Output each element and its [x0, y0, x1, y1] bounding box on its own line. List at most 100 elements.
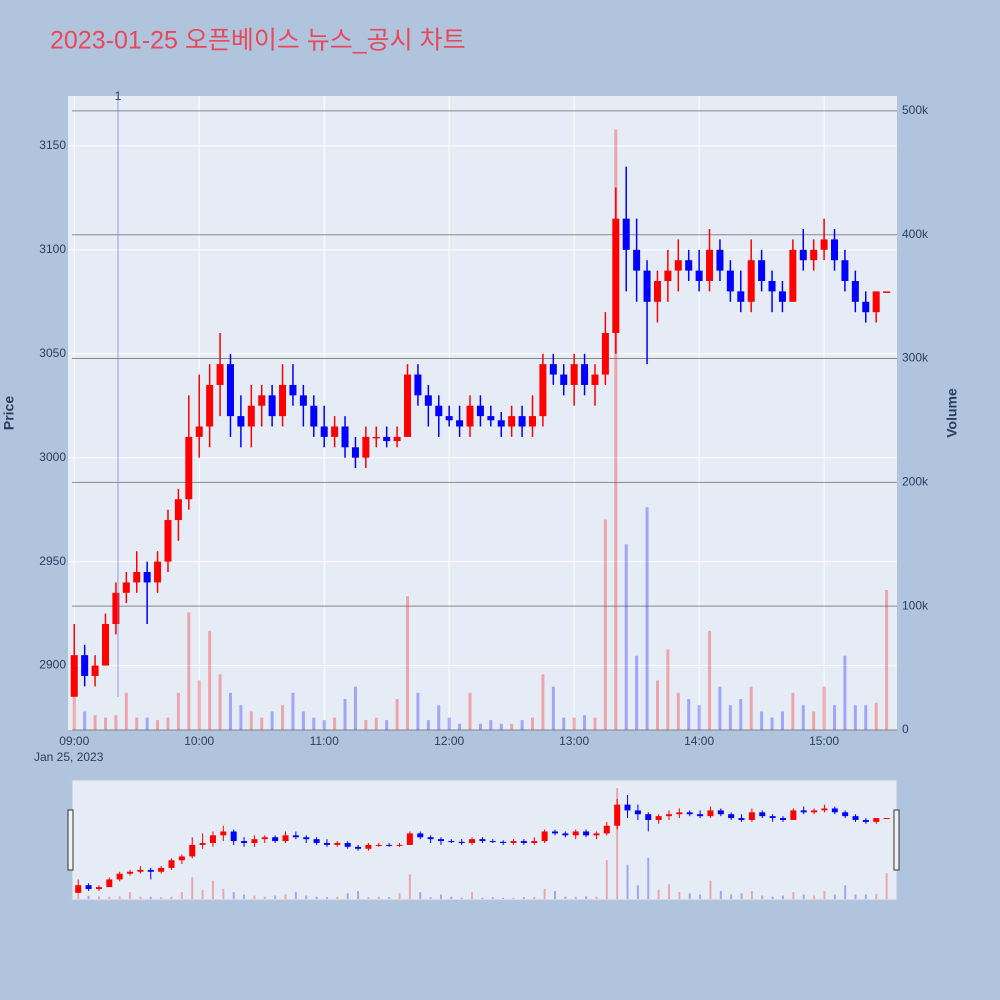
volume-bar	[635, 655, 639, 730]
candle-body	[695, 270, 703, 282]
volume-bar	[197, 680, 201, 730]
slider-candle-body	[261, 837, 268, 840]
slider-candle-body	[178, 856, 185, 861]
candle-body	[206, 384, 214, 427]
y2-tick-label: 0	[902, 722, 909, 736]
candle-body	[841, 260, 849, 282]
slider-candle-body	[448, 841, 455, 843]
candle-body	[476, 405, 484, 417]
slider-volume-bar	[564, 896, 567, 899]
slider-volume-bar	[439, 894, 442, 899]
x-tick-label: 13:00	[559, 734, 589, 748]
candle-body	[872, 291, 880, 313]
slider-volume-bar	[616, 788, 619, 899]
x-tick-label: 09:00	[59, 734, 89, 748]
candle-body	[445, 416, 453, 421]
slider-volume-bar	[450, 896, 453, 899]
candle-body	[70, 655, 78, 697]
slider-candle-body	[479, 839, 486, 842]
slider-candle-body	[593, 833, 600, 836]
slider-volume-bar	[522, 897, 525, 899]
candle-body	[758, 260, 766, 282]
volume-bar	[666, 649, 670, 730]
volume-bar	[708, 630, 712, 730]
slider-volume-bar	[274, 895, 277, 899]
candle-body	[518, 416, 526, 427]
slider-candle-body	[199, 842, 206, 845]
slider-handle-right[interactable]	[893, 809, 900, 871]
slider-candle-body	[883, 818, 890, 820]
slider-volume-bar	[885, 873, 888, 899]
x-tick-label: 10:00	[184, 734, 214, 748]
slider-candle-body	[116, 873, 123, 880]
volume-bar	[614, 129, 618, 730]
candle-body	[726, 270, 734, 292]
slider-volume-bar	[574, 896, 577, 899]
slider-volume-bar	[533, 896, 536, 899]
slider-candle-body	[230, 831, 237, 842]
slider-candle-body	[748, 812, 755, 820]
slider-candle-body	[386, 844, 393, 846]
slider-volume-bar	[367, 897, 370, 899]
slider-volume-bar	[595, 896, 598, 899]
slider-volume-bar	[357, 891, 360, 899]
slider-candle-body	[769, 816, 776, 819]
volume-bar	[187, 612, 191, 730]
volume-bar	[874, 702, 878, 730]
volume-bar	[374, 717, 378, 730]
slider-candle-body	[562, 833, 569, 836]
candle-body	[112, 592, 120, 624]
candle-body	[883, 291, 891, 293]
volume-bar	[697, 705, 701, 730]
candle-body	[810, 249, 818, 261]
volume-bar	[208, 630, 212, 730]
slider-candle-body	[292, 835, 299, 838]
volume-bar	[822, 686, 826, 730]
slider-volume-bar	[284, 894, 287, 899]
slider-candle-body	[95, 887, 102, 890]
slider-volume-bar	[460, 897, 463, 899]
candle-body	[747, 260, 755, 302]
volume-bar	[395, 699, 399, 730]
slider-candle-body	[500, 841, 507, 843]
slider-volume-bar	[305, 895, 308, 899]
slider-candle-body	[406, 833, 413, 845]
candle-body	[591, 374, 599, 385]
slider-candle-body	[220, 831, 227, 836]
volume-bar	[301, 711, 305, 730]
slider-candle-body	[551, 831, 558, 834]
volume-bar	[322, 720, 326, 730]
slider-volume-bar	[750, 891, 753, 899]
candle-body	[622, 218, 630, 250]
slider-candle-body	[831, 808, 838, 813]
volume-bar	[416, 692, 420, 730]
slider-handle-left[interactable]	[67, 809, 74, 871]
slider-volume-bar	[709, 880, 712, 899]
x-date-label: Jan 25, 2023	[34, 750, 104, 764]
volume-bar	[145, 717, 149, 730]
volume-bar	[885, 590, 889, 730]
volume-bar	[864, 705, 868, 730]
slider-candle-body	[728, 814, 735, 819]
slider-volume-bar	[771, 896, 774, 899]
slider-volume-bar	[491, 897, 494, 899]
volume-bar	[603, 519, 607, 730]
slider-candle-body	[427, 837, 434, 840]
slider-candle-body	[531, 841, 538, 843]
volume-bar	[447, 717, 451, 730]
volume-bar	[687, 699, 691, 730]
candle-body	[706, 249, 714, 282]
slider-volume-bar	[253, 895, 256, 899]
volume-bar	[135, 717, 139, 730]
volume-bar	[343, 699, 347, 730]
slider-candle-body	[303, 837, 310, 840]
volume-bar	[103, 717, 107, 730]
candle-body	[216, 364, 224, 385]
y-tick-label: 3000	[39, 450, 66, 464]
x-tick-label: 11:00	[310, 734, 339, 748]
candle-body	[331, 426, 339, 437]
slider-candle-body	[873, 818, 880, 822]
candle-body	[664, 270, 672, 282]
volume-bar	[291, 692, 295, 730]
